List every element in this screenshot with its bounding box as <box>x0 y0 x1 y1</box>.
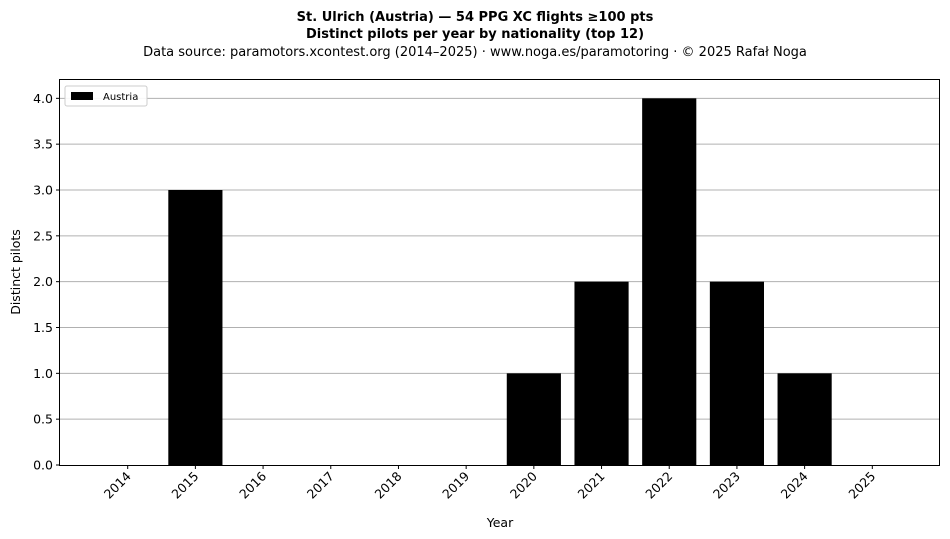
legend-label-austria: Austria <box>103 92 138 103</box>
y-tick-label: 3.5 <box>33 137 53 152</box>
chart-title: St. Ulrich (Austria) — 54 PPG XC flights… <box>297 10 654 25</box>
x-axis: 2014 2015 2016 2017 2018 2019 2020 2021 2022 2023… <box>101 465 878 502</box>
y-tick-label: 3.0 <box>33 183 53 198</box>
x-tick-label: 2016 <box>236 468 269 501</box>
x-tick-label: 2018 <box>371 468 404 501</box>
y-tick-label: 1.5 <box>33 320 53 335</box>
y-tick-label: 2.5 <box>33 228 53 243</box>
bar-2015 <box>168 190 223 465</box>
chart-source: Data source: paramotors.xcontest.org (20… <box>143 45 807 60</box>
bar-2024 <box>777 373 832 465</box>
x-tick-label: 2015 <box>168 469 201 502</box>
x-tick-label: 2023 <box>710 469 743 502</box>
x-tick-label: 2014 <box>101 468 134 501</box>
plot-frame <box>59 79 940 466</box>
bar-2021 <box>574 281 629 465</box>
y-axis-label: Distinct pilots <box>8 229 23 315</box>
x-axis-label: Year <box>486 515 514 530</box>
y-axis: 0.0 0.5 1.0 1.5 2.0 2.5 3.0 3.5 4.0 <box>33 91 60 473</box>
x-tick-label: 2019 <box>439 468 472 501</box>
bar-2022 <box>642 98 697 465</box>
bars <box>168 98 832 465</box>
legend-box <box>64 85 148 107</box>
x-tick-label: 2025 <box>845 469 878 502</box>
legend-swatch-austria <box>71 92 93 100</box>
x-tick-label: 2021 <box>575 469 608 502</box>
x-tick-label: 2020 <box>507 468 540 501</box>
y-tick-label: 2.0 <box>33 274 53 289</box>
y-tick-label: 0.5 <box>33 412 53 427</box>
bar-2020 <box>506 373 561 465</box>
y-tick-label: 4.0 <box>33 91 53 106</box>
y-tick-label: 0.0 <box>33 458 53 473</box>
y-tick-label: 1.0 <box>33 366 53 381</box>
chart-subtitle: Distinct pilots per year by nationality … <box>306 27 644 42</box>
legend: Austria <box>64 85 148 107</box>
x-tick-label: 2017 <box>304 469 337 502</box>
bar-2023 <box>709 281 764 465</box>
x-tick-label: 2024 <box>778 468 811 501</box>
x-tick-label: 2022 <box>642 469 675 502</box>
